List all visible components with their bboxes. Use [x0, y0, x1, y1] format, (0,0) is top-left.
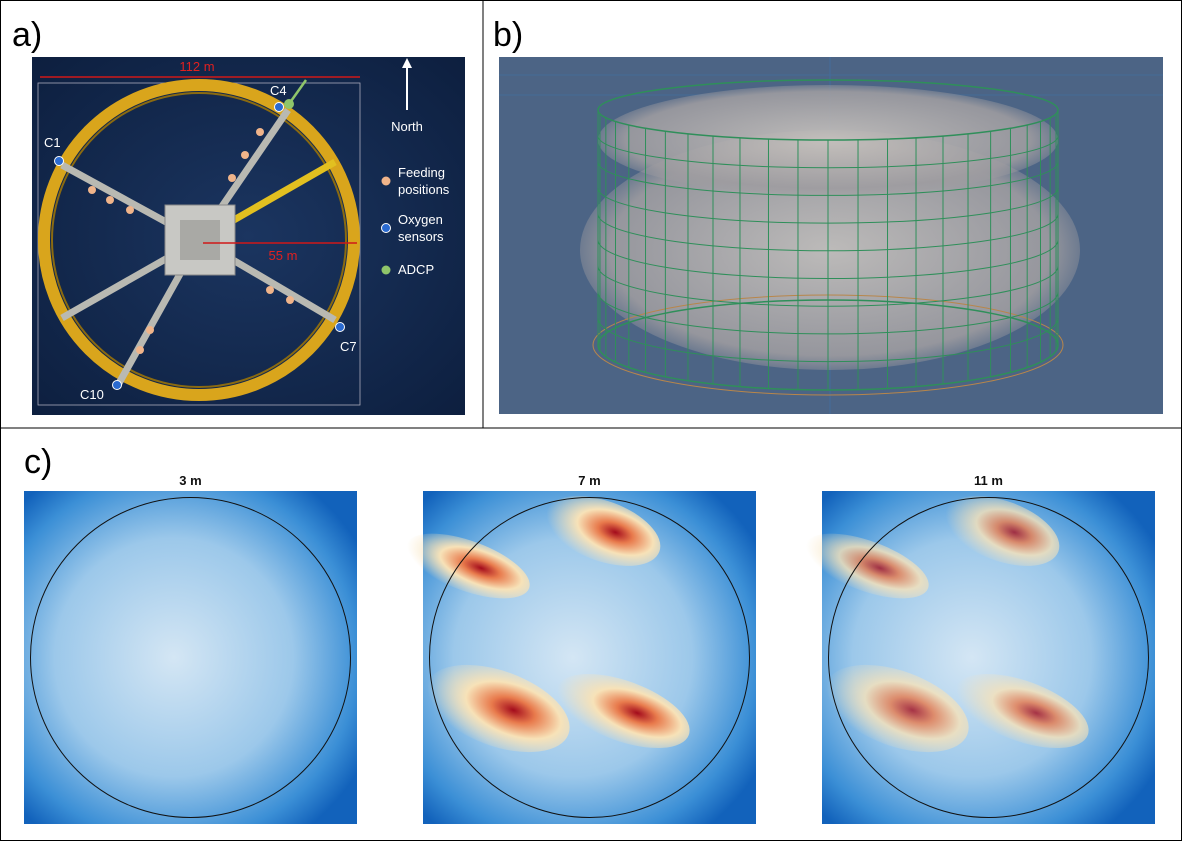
distance-label: 112 m	[179, 59, 214, 74]
heatmap	[24, 491, 357, 824]
legend-label: positions	[398, 182, 450, 197]
simulation-render	[499, 57, 1163, 414]
legend-marker	[382, 177, 391, 186]
distance-label: 55 m	[269, 248, 298, 263]
map-title: 3 m	[179, 473, 201, 488]
legend-label: ADCP	[398, 262, 434, 277]
legend-marker	[382, 266, 391, 275]
legend-marker	[382, 224, 391, 233]
adcp-marker	[284, 99, 294, 109]
sensor-label: C4	[270, 83, 287, 98]
legend-label: Oxygen	[398, 212, 443, 227]
map-title: 11 m	[974, 473, 1003, 488]
legend-label: sensors	[398, 229, 444, 244]
sensor-label: C10	[80, 387, 104, 402]
sensor-label: C7	[340, 339, 357, 354]
map-title: 7 m	[578, 473, 600, 488]
panel-label: b)	[493, 16, 523, 54]
north-label: North	[391, 119, 423, 134]
panel-label: a)	[12, 16, 42, 54]
sensor-label: C1	[44, 135, 61, 150]
legend-label: Feeding	[398, 165, 445, 180]
figure: a) 112 m 55 m C1 C4 C7 C10 North Feeding…	[0, 0, 1182, 841]
panel-label: c)	[24, 443, 52, 481]
